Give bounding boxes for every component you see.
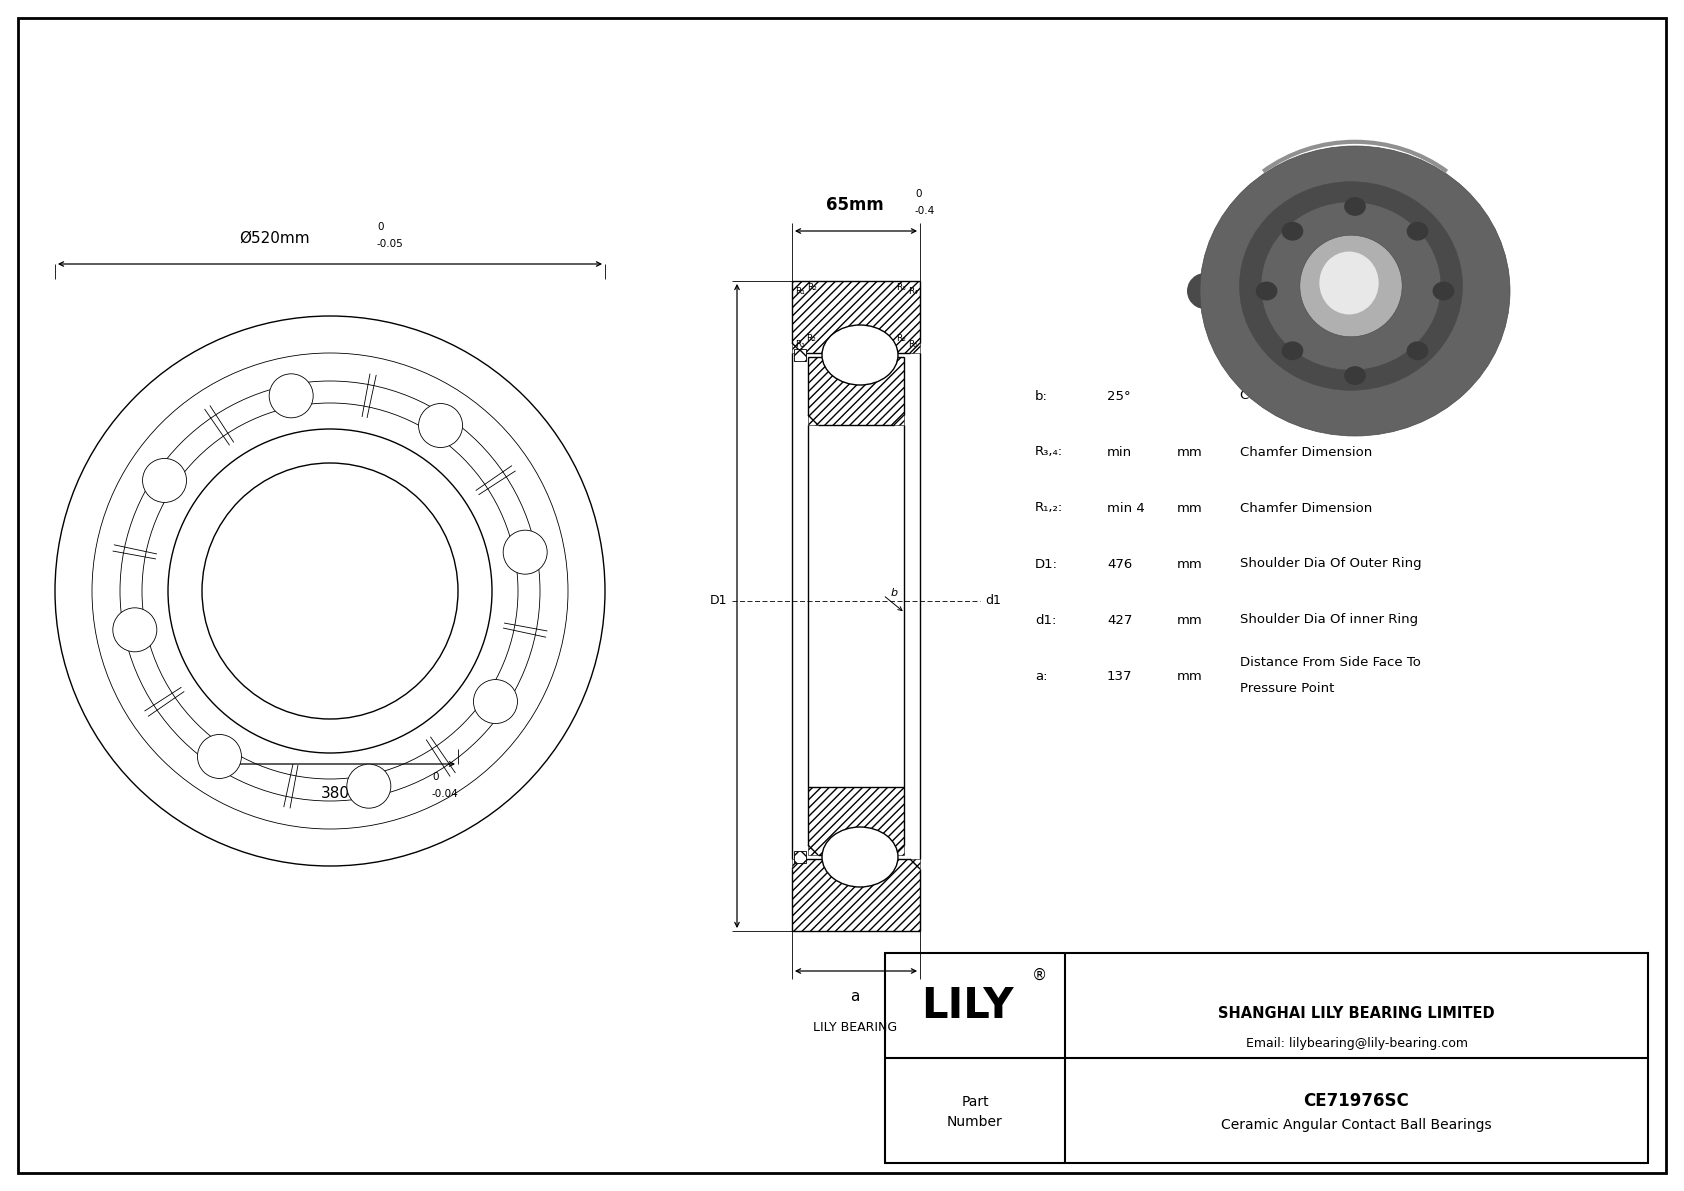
Ellipse shape [1344,197,1366,216]
Text: min: min [1106,445,1132,459]
Ellipse shape [1319,251,1379,314]
Circle shape [473,680,517,724]
Bar [808,357,904,425]
Bar [793,852,807,863]
Text: Number: Number [946,1116,1004,1129]
Text: 380mm: 380mm [320,786,379,802]
Text: R₁,₂:: R₁,₂: [1036,501,1063,515]
Ellipse shape [1344,366,1366,385]
Bar [793,349,807,361]
Bar [791,281,919,353]
Bar [791,859,919,931]
Ellipse shape [1433,281,1455,300]
Text: CE71976SC: CE71976SC [1303,1091,1410,1110]
Text: D1:: D1: [1036,557,1058,570]
Text: 0: 0 [914,189,921,199]
Text: Contact Angle: Contact Angle [1239,389,1334,403]
Text: R₁: R₁ [795,287,805,297]
Circle shape [347,765,391,809]
Ellipse shape [822,325,898,385]
Text: -0.4: -0.4 [914,206,935,216]
Text: Shoulder Dia Of inner Ring: Shoulder Dia Of inner Ring [1239,613,1418,626]
Text: -0.05: -0.05 [377,239,404,249]
Text: 427: 427 [1106,613,1132,626]
Ellipse shape [1201,146,1511,436]
Text: b: b [891,588,898,598]
Text: Pressure Point: Pressure Point [1239,682,1334,696]
Text: R₂: R₂ [807,283,817,292]
Text: Ø520mm: Ø520mm [239,231,310,247]
Ellipse shape [1261,202,1442,370]
Text: R₂: R₂ [807,333,815,343]
Text: mm: mm [1177,501,1202,515]
Text: LILY: LILY [921,985,1014,1027]
Text: b:: b: [1036,389,1047,403]
Text: mm: mm [1177,557,1202,570]
Ellipse shape [1300,236,1403,337]
Text: Shoulder Dia Of Outer Ring: Shoulder Dia Of Outer Ring [1239,557,1421,570]
Text: R₄: R₄ [908,287,918,297]
Text: mm: mm [1177,613,1202,626]
Text: D1: D1 [709,594,727,607]
Text: 476: 476 [1106,557,1132,570]
Text: R₁: R₁ [908,339,918,349]
Circle shape [197,735,241,779]
Text: -0.04: -0.04 [433,788,458,799]
Ellipse shape [1282,342,1303,360]
Text: LILY BEARING: LILY BEARING [813,1021,898,1034]
Text: R₂: R₂ [896,333,906,343]
Text: Chamfer Dimension: Chamfer Dimension [1239,445,1372,459]
Circle shape [143,459,187,503]
Text: d1: d1 [985,594,1000,607]
Circle shape [419,404,463,448]
Text: Ceramic Angular Contact Ball Bearings: Ceramic Angular Contact Ball Bearings [1221,1117,1492,1131]
Text: a: a [850,989,861,1004]
Ellipse shape [1406,342,1428,360]
Text: 137: 137 [1106,669,1133,682]
Bar [808,787,904,855]
Wedge shape [1187,273,1214,308]
Text: 0: 0 [377,222,384,232]
Text: Chamfer Dimension: Chamfer Dimension [1239,501,1372,515]
Text: Part: Part [962,1096,989,1110]
Text: d1:: d1: [1036,613,1056,626]
Circle shape [113,607,157,651]
Text: Distance From Side Face To: Distance From Side Face To [1239,656,1421,669]
Text: min 4: min 4 [1106,501,1145,515]
Ellipse shape [1282,222,1303,241]
Text: ®: ® [1032,968,1047,983]
Text: 65mm: 65mm [827,197,884,214]
Text: 0: 0 [433,772,438,782]
Circle shape [504,530,547,574]
Text: a:: a: [1036,669,1047,682]
Circle shape [269,374,313,418]
Text: R₃,₄:: R₃,₄: [1036,445,1063,459]
Text: Email: lilybearing@lily-bearing.com: Email: lilybearing@lily-bearing.com [1246,1037,1467,1050]
Text: 25°: 25° [1106,389,1130,403]
Ellipse shape [1239,181,1463,391]
Text: SHANGHAI LILY BEARING LIMITED: SHANGHAI LILY BEARING LIMITED [1218,1005,1495,1021]
Ellipse shape [1256,281,1278,300]
Text: R₁: R₁ [795,339,805,349]
Text: mm: mm [1177,669,1202,682]
Ellipse shape [822,827,898,887]
Text: mm: mm [1177,445,1202,459]
Text: R₃: R₃ [896,283,906,292]
Ellipse shape [1406,222,1428,241]
